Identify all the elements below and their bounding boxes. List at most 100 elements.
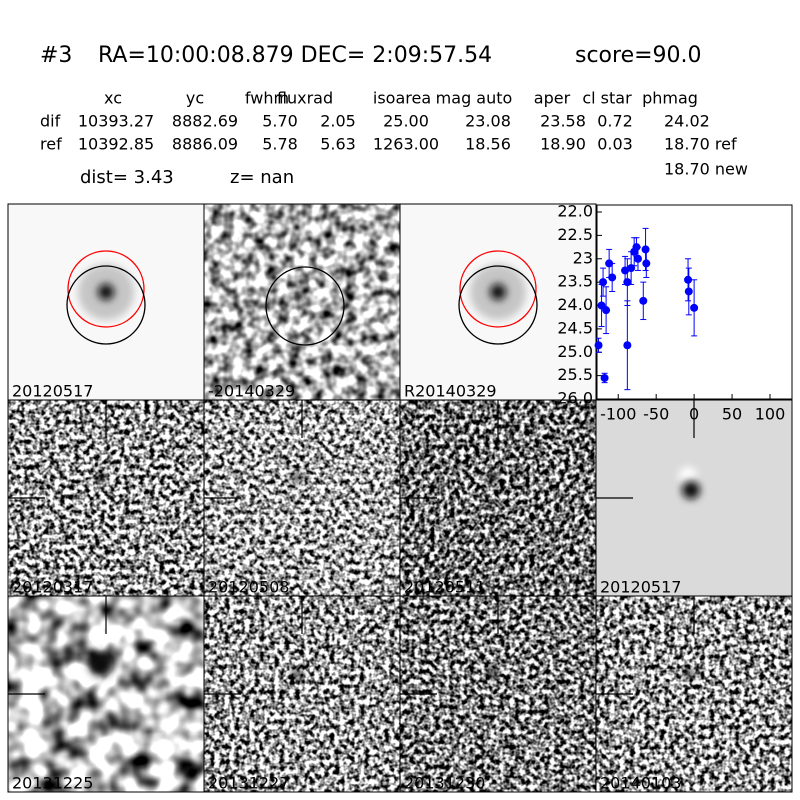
- stamp-label: 20131230: [404, 774, 485, 793]
- coordinates: RA=10:00:08.879 DEC= 2:09:57.54: [98, 43, 492, 68]
- residual: [89, 652, 113, 676]
- point: [605, 259, 614, 268]
- point: [602, 306, 611, 315]
- stamp-label: 20131227: [208, 774, 289, 793]
- residual: [292, 669, 302, 679]
- stamp: 20120517: [595, 399, 793, 597]
- column-header: isoarea: [373, 89, 431, 108]
- row-label: dif: [40, 112, 61, 131]
- point: [639, 296, 648, 305]
- stamp: 20131227: [203, 595, 401, 793]
- cell: 1263.00: [373, 135, 439, 154]
- point: [684, 287, 693, 296]
- x-tick-label: 50: [722, 405, 742, 424]
- stamp-image: [204, 204, 400, 400]
- source: [490, 284, 506, 300]
- residual: [295, 292, 305, 302]
- dark-lobe: [682, 481, 700, 499]
- residual: [292, 473, 302, 483]
- stamp: 20120517: [7, 203, 205, 401]
- point: [594, 341, 603, 350]
- stamp: 20120511: [399, 399, 597, 597]
- stamp: -20140329: [203, 203, 401, 401]
- y-tick-label: 23.5: [557, 272, 593, 291]
- cell: 8882.69: [172, 112, 238, 131]
- cell: 24.02: [664, 112, 710, 131]
- score: score=90.0: [575, 43, 702, 68]
- cell: 2.05: [320, 112, 356, 131]
- stamp: 20120317: [7, 399, 205, 597]
- stamp: R20140329: [399, 203, 597, 401]
- residual: [488, 669, 498, 679]
- point: [623, 341, 632, 350]
- stamp: 20131230: [399, 595, 597, 793]
- cell: 25.00: [383, 112, 429, 131]
- column-header: yc: [186, 89, 204, 108]
- stamp-label: 20120511: [404, 578, 485, 597]
- point: [690, 303, 699, 312]
- cell: 18.90: [540, 135, 586, 154]
- y-tick-label: 26.0: [557, 389, 593, 408]
- stamp: 20120508: [203, 399, 401, 597]
- y-tick-label: 25.0: [557, 342, 593, 361]
- y-tick-label: 23: [573, 248, 593, 267]
- residual: [684, 669, 694, 679]
- x-tick-label: 0: [689, 405, 699, 424]
- stamp-label: R20140329: [404, 382, 497, 401]
- z-value: z= nan: [230, 167, 294, 188]
- x-tick-label: -100: [600, 405, 636, 424]
- cell: 5.70: [262, 112, 298, 131]
- y-tick-label: 22.5: [557, 225, 593, 244]
- cell: 10392.85: [78, 135, 154, 154]
- cell: 5.78: [262, 135, 298, 154]
- candidate-id: #3: [40, 43, 72, 68]
- column-header: fwhm: [245, 89, 289, 108]
- column-header: xc: [104, 89, 122, 108]
- x-tick-label: -50: [643, 405, 669, 424]
- point: [684, 275, 693, 284]
- new-mag: 18.70 new: [664, 160, 748, 179]
- cell: 5.63: [320, 135, 356, 154]
- y-tick-label: 25.5: [557, 365, 593, 384]
- cell: 23.08: [465, 112, 511, 131]
- aperture: [66, 265, 146, 345]
- column-header: mag auto: [436, 89, 513, 108]
- stamp-label: -20140329: [208, 382, 295, 401]
- stamp: 20140103: [595, 595, 793, 793]
- column-header: phmag: [642, 89, 698, 108]
- point: [600, 373, 609, 382]
- cell: 23.58: [540, 112, 586, 131]
- cell: 10393.27: [78, 112, 154, 131]
- stamp-label: 20120508: [208, 578, 289, 597]
- stamp-label: 20120517: [12, 382, 93, 401]
- cell: 18.70 ref: [664, 135, 737, 154]
- aperture: [458, 265, 538, 345]
- point: [599, 278, 608, 287]
- row-label: ref: [40, 135, 62, 154]
- ref-circle: [459, 250, 537, 328]
- source: [98, 284, 114, 300]
- residual: [488, 473, 498, 483]
- stamp: 20131225: [7, 595, 205, 793]
- cell: 0.72: [597, 112, 633, 131]
- aperture: [265, 266, 345, 346]
- column-header: cl star: [582, 89, 632, 108]
- dist: dist= 3.43: [80, 167, 174, 188]
- cell: 0.03: [597, 135, 633, 154]
- column-header: aper: [534, 89, 571, 108]
- y-tick-label: 22.0: [557, 202, 593, 221]
- ref-circle: [67, 250, 145, 328]
- stamp-label: 20120517: [600, 578, 681, 597]
- point: [608, 273, 617, 282]
- cell: 18.56: [465, 135, 511, 154]
- point: [642, 259, 651, 268]
- stamp-frame: [595, 595, 793, 793]
- cell: 8886.09: [172, 135, 238, 154]
- residual: [96, 473, 106, 483]
- y-tick-label: 24.5: [557, 318, 593, 337]
- x-tick-label: 100: [755, 405, 786, 424]
- y-tick-label: 24.0: [557, 295, 593, 314]
- stamp-label: 20120317: [12, 578, 93, 597]
- column-header: fluxrad: [277, 89, 333, 108]
- bright-lobe: [679, 467, 697, 485]
